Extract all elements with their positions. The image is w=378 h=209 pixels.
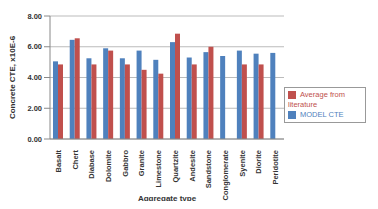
svg-text:6.00: 6.00 xyxy=(27,42,42,51)
svg-text:Diorite: Diorite xyxy=(254,150,263,174)
svg-text:2.00: 2.00 xyxy=(27,104,42,113)
svg-text:Gabbro: Gabbro xyxy=(121,150,130,177)
svg-text:8.00: 8.00 xyxy=(27,12,42,21)
svg-text:Diabase: Diabase xyxy=(87,150,96,179)
svg-text:Aggregate type: Aggregate type xyxy=(138,194,197,201)
svg-text:Granite: Granite xyxy=(137,150,146,176)
svg-text:Sandstone: Sandstone xyxy=(204,150,213,188)
svg-text:Peridotite: Peridotite xyxy=(271,150,280,185)
svg-text:Chert: Chert xyxy=(71,150,80,170)
html-text:Average from literature: Average from literature xyxy=(288,89,345,109)
svg-text:4.00: 4.00 xyxy=(27,73,42,82)
svg-text:Dolomite: Dolomite xyxy=(104,150,113,182)
svg-text:Conglomerate: Conglomerate xyxy=(221,150,230,200)
svg-text:0.00: 0.00 xyxy=(27,135,42,144)
svg-text:Andesite: Andesite xyxy=(188,150,197,182)
svg-text:Syenite: Syenite xyxy=(238,150,247,177)
svg-text:Basalt: Basalt xyxy=(54,150,63,173)
svg-text:Limestone: Limestone xyxy=(154,150,163,188)
svg-text:Concrete CTE, x10E-6: Concrete CTE, x10E-6 xyxy=(8,35,17,119)
html-text:MODEL CTE: MODEL CTE xyxy=(300,109,344,119)
svg-text:Quartzite: Quartzite xyxy=(171,150,180,183)
